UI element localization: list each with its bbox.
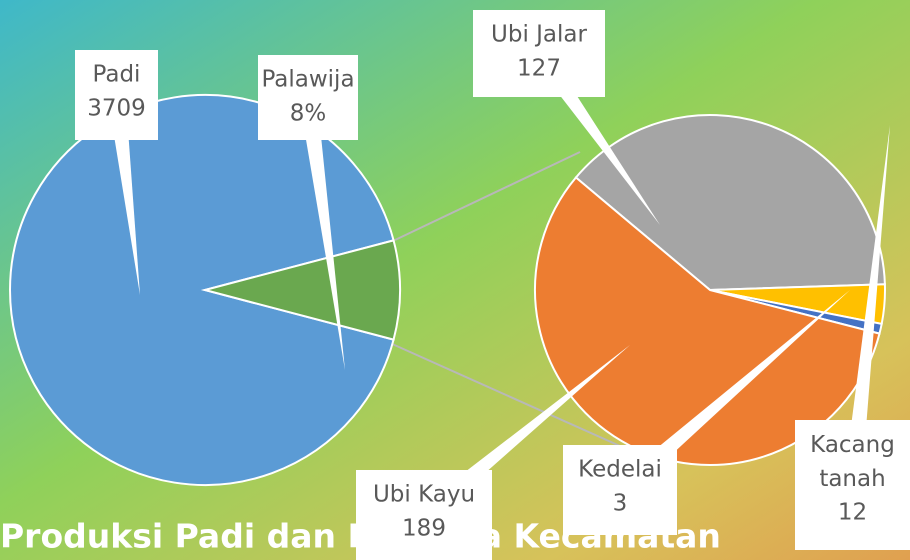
label-name: Padi xyxy=(93,62,141,88)
labels: Padi 3709 Palawija 8% Ubi Jalar 127 Kacang tana… xyxy=(75,10,910,560)
label-value: 12 xyxy=(838,500,867,526)
label-name-part: Kacang xyxy=(810,432,895,458)
label-box xyxy=(75,50,158,140)
label-value: 3709 xyxy=(87,96,146,122)
label-pointer xyxy=(843,125,890,486)
label-name: Kedelai xyxy=(578,457,662,483)
label-name: Palawija xyxy=(261,67,354,93)
label-value: 8% xyxy=(290,101,327,127)
connector xyxy=(394,151,581,241)
label-name: Ubi Kayu xyxy=(373,482,475,508)
label-value: 3 xyxy=(613,491,628,517)
label-pointer xyxy=(107,93,140,295)
pie-slice xyxy=(201,239,401,341)
pie-slice xyxy=(574,114,886,292)
label-box xyxy=(356,470,492,560)
label-box xyxy=(563,445,677,535)
connector xyxy=(389,342,641,456)
label-pointer xyxy=(299,96,345,370)
label-value: 127 xyxy=(517,56,561,82)
label-box xyxy=(795,420,910,550)
label-name: Ubi Jalar xyxy=(491,22,587,48)
pies xyxy=(9,94,886,486)
label-value: 189 xyxy=(402,516,446,542)
label-name-part: tanah xyxy=(819,466,885,492)
label-box xyxy=(473,10,605,97)
label-name: Kacang tanah xyxy=(810,432,895,492)
label-box xyxy=(258,55,358,140)
